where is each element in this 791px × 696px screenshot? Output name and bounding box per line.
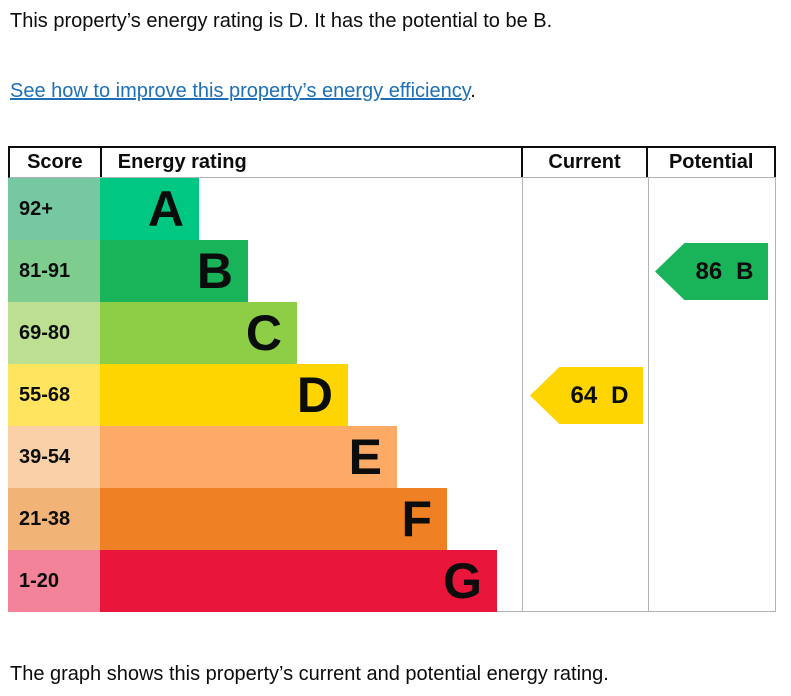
- epc-chart-body: 92+ A 81-91 B 69-80 C 55-68 D 39-54 E 21…: [8, 178, 776, 612]
- bar-b: B: [100, 240, 248, 302]
- band-row-a: 92+ A: [8, 178, 776, 240]
- band-letter-c: C: [245, 305, 282, 361]
- bar-a: A: [100, 178, 199, 240]
- caption-text: The graph shows this property’s current …: [10, 663, 609, 685]
- epc-rating-chart: Score Energy rating Current Potential 92…: [8, 146, 776, 612]
- bar-c: C: [100, 302, 297, 364]
- band-row-g: 1-20 G: [8, 550, 776, 612]
- table-right-border: [775, 178, 776, 611]
- band-letter-f: F: [401, 491, 432, 547]
- potential-column-divider: [648, 178, 649, 611]
- current-rating-value: 64: [570, 381, 598, 409]
- current-rating-band: D: [611, 381, 629, 409]
- link-suffix: .: [470, 80, 476, 102]
- band-letter-d: D: [296, 367, 333, 423]
- band-row-c: 69-80 C: [8, 302, 776, 364]
- header-current: Current: [523, 148, 649, 177]
- band-row-e: 39-54 E: [8, 426, 776, 488]
- band-row-f: 21-38 F: [8, 488, 776, 550]
- bar-d: D: [100, 364, 348, 426]
- header-potential: Potential: [648, 148, 776, 177]
- score-cell-e: 39-54: [8, 426, 100, 488]
- band-letter-a: A: [147, 181, 184, 237]
- bar-f: F: [100, 488, 447, 550]
- score-cell-a: 92+: [8, 178, 100, 240]
- current-rating-arrow: 64 D: [530, 367, 643, 424]
- intro-text: This property’s energy rating is D. It h…: [10, 10, 553, 32]
- band-row-d: 55-68 D: [8, 364, 776, 426]
- bar-e: E: [100, 426, 397, 488]
- header-score: Score: [10, 148, 102, 177]
- band-row-b: 81-91 B: [8, 240, 776, 302]
- header-energy-rating: Energy rating: [102, 148, 523, 177]
- band-letter-b: B: [196, 243, 233, 299]
- improve-link-line: See how to improve this property’s energ…: [10, 78, 781, 104]
- improve-energy-efficiency-link[interactable]: See how to improve this property’s energ…: [10, 80, 471, 102]
- score-cell-b: 81-91: [8, 240, 100, 302]
- potential-rating-arrow: 86 B: [655, 243, 768, 300]
- band-letter-g: G: [443, 553, 482, 609]
- current-column-divider: [522, 178, 523, 611]
- potential-rating-value: 86: [695, 257, 723, 285]
- band-letter-e: E: [348, 429, 382, 485]
- score-cell-c: 69-80: [8, 302, 100, 364]
- potential-rating-band: B: [736, 257, 754, 285]
- score-cell-f: 21-38: [8, 488, 100, 550]
- epc-header-row: Score Energy rating Current Potential: [8, 146, 776, 178]
- score-cell-d: 55-68: [8, 364, 100, 426]
- score-cell-g: 1-20: [8, 550, 100, 612]
- bar-g: G: [100, 550, 497, 612]
